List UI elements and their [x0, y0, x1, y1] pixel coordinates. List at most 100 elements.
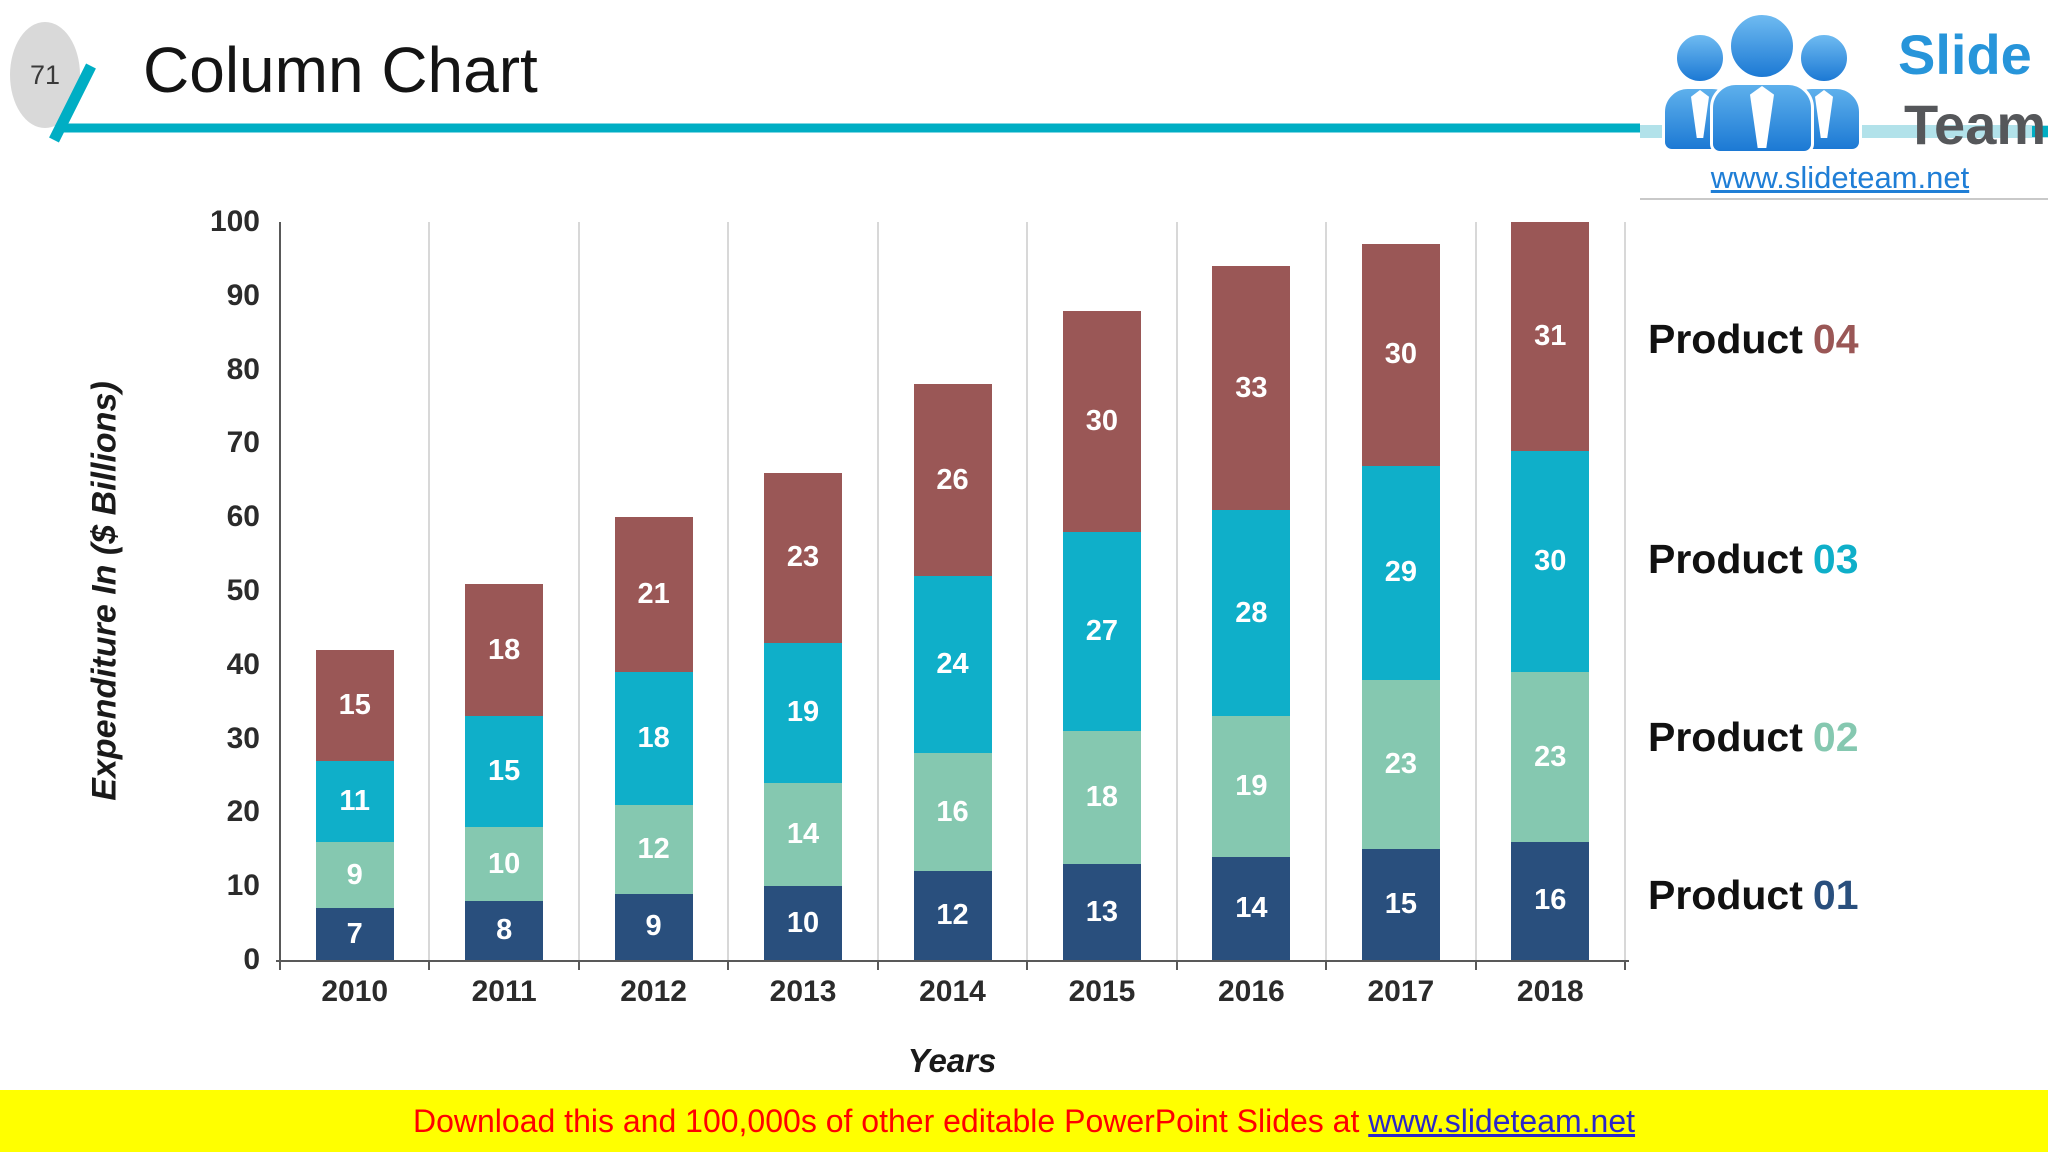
gridline: [428, 222, 431, 960]
bar-segment-product-03: 11: [315, 760, 394, 842]
legend-word: Product: [1648, 714, 1803, 760]
x-axis-tick-mark: [1325, 960, 1328, 970]
bar-segment-product-01: 15: [1361, 849, 1440, 960]
legend-number: 03: [1812, 536, 1859, 582]
promo-banner: Download this and 100,000s of other edit…: [0, 1090, 2048, 1152]
bar-value-label: 15: [1384, 888, 1417, 921]
bar-segment-product-01: 8: [465, 900, 544, 960]
bar-segment-product-02: 10: [465, 827, 544, 901]
bar-value-label: 9: [346, 858, 363, 891]
bar-value-label: 26: [936, 463, 969, 496]
bar-segment-product-03: 19: [764, 642, 843, 783]
legend-word: Product: [1648, 316, 1803, 362]
slide-number: 71: [29, 59, 61, 90]
bar-segment-product-04: 26: [913, 384, 992, 577]
gridline: [1175, 222, 1178, 960]
bar-segment-product-03: 28: [1212, 509, 1291, 717]
bar-segment-product-04: 23: [764, 472, 843, 643]
y-tick-label: 20: [226, 795, 260, 829]
x-tick-label: 2016: [1218, 975, 1285, 1008]
bar-value-label: 21: [637, 578, 670, 611]
bar-segment-product-04: 15: [315, 650, 394, 761]
legend-number: 04: [1812, 316, 1859, 362]
bar-segment-product-04: 30: [1062, 310, 1141, 532]
legend-item-product-02: Product 02: [1648, 714, 1859, 761]
bar-value-label: 31: [1534, 319, 1567, 352]
bar-column-2011: 8 10 15 18: [465, 583, 544, 960]
legend-item-product-04: Product 04: [1648, 316, 1859, 363]
x-axis-tick-mark: [577, 960, 580, 970]
bar-segment-product-01: 14: [1212, 856, 1291, 960]
bar-value-label: 10: [488, 847, 521, 880]
bar-segment-product-04: 33: [1212, 266, 1291, 510]
bar-segment-product-02: 9: [315, 841, 394, 909]
plot-area: 7 9 11 15 8 10 15 18 9 12 18 21 10 14 19 23 12 16 24 26 13 18…: [276, 222, 1629, 970]
bar-segment-product-01: 12: [913, 871, 992, 960]
bar-value-label: 12: [637, 832, 670, 865]
gridline: [577, 222, 580, 960]
bar-column-2018: 16 23 30 31: [1511, 222, 1590, 960]
x-axis-line: [276, 960, 1629, 962]
bar-value-label: 27: [1085, 615, 1119, 648]
bar-column-2015: 13 18 27 30: [1062, 310, 1141, 960]
x-axis-tick-mark: [876, 960, 879, 970]
x-axis-tick-mark: [1175, 960, 1178, 970]
y-tick-label: 70: [226, 426, 260, 460]
bar-segment-product-03: 27: [1062, 531, 1141, 732]
bar-segment-product-04: 21: [614, 517, 693, 673]
bar-column-2014: 12 16 24 26: [913, 384, 992, 960]
x-axis-tick-mark: [1624, 960, 1626, 970]
legend-word: Product: [1648, 536, 1803, 582]
bar-column-2017: 15 23 29 30: [1361, 244, 1440, 960]
bar-value-label: 23: [786, 541, 820, 574]
y-tick-label: 100: [209, 205, 260, 238]
bar-column-2012: 9 12 18 21: [614, 517, 693, 960]
bar-value-label: 23: [1534, 740, 1567, 773]
bar-value-label: 16: [1534, 884, 1567, 917]
gridline: [1474, 222, 1477, 960]
x-tick-label: 2013: [769, 975, 837, 1008]
bar-value-label: 9: [645, 910, 662, 943]
bar-segment-product-02: 12: [614, 805, 693, 894]
bar-value-label: 18: [1085, 781, 1119, 814]
gridline: [876, 222, 879, 960]
bar-value-label: 30: [1085, 404, 1119, 437]
legend-item-product-03: Product 03: [1648, 536, 1859, 583]
bar-value-label: 28: [1235, 596, 1268, 629]
logo-brand-team: Team: [1904, 93, 2047, 156]
bar-value-label: 19: [1235, 770, 1268, 803]
promo-banner-link[interactable]: www.slideteam.net: [1368, 1102, 1636, 1139]
x-tick-label: 2012: [620, 975, 687, 1008]
x-tick-label: 2014: [919, 975, 986, 1008]
gridline: [1624, 222, 1626, 960]
y-tick-label: 80: [226, 352, 260, 386]
x-tick-label: 2011: [471, 975, 537, 1008]
bar-segment-product-02: 23: [1361, 679, 1440, 850]
y-tick-label: 40: [226, 647, 260, 681]
bar-column-2013: 10 14 19 23: [764, 472, 843, 960]
gridline: [1325, 222, 1328, 960]
bar-value-label: 24: [936, 648, 969, 681]
x-tick-label: 2010: [321, 975, 389, 1008]
bar-value-label: 16: [936, 795, 969, 828]
slide-number-badge: 71: [10, 22, 80, 128]
bar-segment-product-03: 24: [913, 576, 992, 754]
y-tick-label: 30: [226, 721, 260, 755]
bar-value-label: 10: [786, 906, 820, 939]
bar-segment-product-01: 9: [614, 893, 693, 960]
bar-value-label: 18: [488, 633, 521, 666]
x-axis-tick-mark: [1026, 960, 1029, 970]
legend-item-product-01: Product 01: [1648, 872, 1859, 919]
bar-segment-product-03: 30: [1511, 450, 1590, 673]
bar-value-label: 33: [1235, 371, 1268, 404]
bar-segment-product-01: 16: [1511, 841, 1590, 960]
bar-value-label: 13: [1085, 895, 1119, 928]
bar-segment-product-03: 15: [465, 716, 544, 828]
slideteam-logo: Slide Team www.slideteam.net: [1640, 0, 2048, 200]
bar-segment-product-02: 14: [764, 782, 843, 887]
bar-value-label: 29: [1384, 556, 1417, 589]
logo-brand-slide: Slide: [1898, 23, 2032, 86]
bar-value-label: 15: [488, 755, 521, 788]
logo-url-link[interactable]: www.slideteam.net: [1710, 160, 1970, 195]
x-axis-tick-mark: [279, 960, 281, 970]
